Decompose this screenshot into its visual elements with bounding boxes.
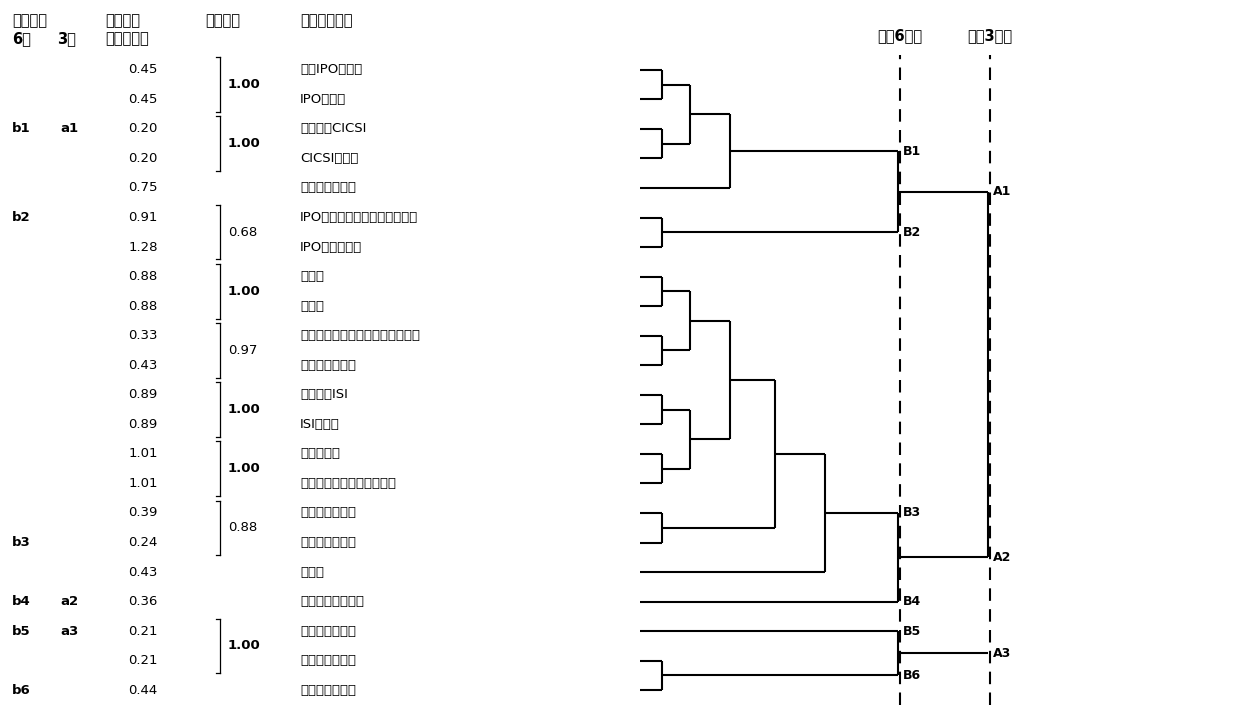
Text: 0.43: 0.43 xyxy=(128,565,157,578)
Text: b5: b5 xyxy=(12,625,31,638)
Text: 相关系数: 相关系数 xyxy=(205,13,241,28)
Text: 0.89: 0.89 xyxy=(129,388,157,401)
Text: CICSI标准化: CICSI标准化 xyxy=(300,152,358,165)
Text: 6类: 6类 xyxy=(12,31,31,46)
Text: a3: a3 xyxy=(60,625,78,638)
Text: 1.00: 1.00 xyxy=(228,403,260,416)
Text: 代理指标名称: 代理指标名称 xyxy=(300,13,352,28)
Text: IPO首日收益率: IPO首日收益率 xyxy=(300,241,362,254)
Text: B2: B2 xyxy=(903,226,921,239)
Text: b3: b3 xyxy=(12,536,31,549)
Text: 1.00: 1.00 xyxy=(228,639,260,652)
Text: 分成3大类: 分成3大类 xyxy=(967,28,1013,43)
Text: 分成6大类: 分成6大类 xyxy=(878,28,923,43)
Text: 0.43: 0.43 xyxy=(128,359,157,372)
Text: 3类: 3类 xyxy=(57,31,76,46)
Text: 居民消费价格指数: 居民消费价格指数 xyxy=(300,595,365,608)
Text: b4: b4 xyxy=(12,595,31,608)
Text: 0.88: 0.88 xyxy=(228,521,257,534)
Text: 1.00: 1.00 xyxy=(228,137,260,150)
Text: 1.00: 1.00 xyxy=(228,285,260,298)
Text: 0.88: 0.88 xyxy=(129,270,157,283)
Text: B4: B4 xyxy=(903,595,921,608)
Text: 0.24: 0.24 xyxy=(128,536,157,549)
Text: 上证综指收益率: 上证综指收益率 xyxy=(300,684,356,697)
Text: ISI标准化: ISI标准化 xyxy=(300,418,340,431)
Text: 上月开户数对数: 上月开户数对数 xyxy=(300,536,356,549)
Text: 0.21: 0.21 xyxy=(128,625,157,638)
Text: 1.00: 1.00 xyxy=(228,78,260,91)
Text: 选择结果: 选择结果 xyxy=(12,13,47,28)
Text: B5: B5 xyxy=(903,625,921,638)
Text: 投资指数ISI: 投资指数ISI xyxy=(300,388,348,401)
Text: 成交量: 成交量 xyxy=(300,299,324,312)
Text: 0.88: 0.88 xyxy=(129,299,157,312)
Text: a2: a2 xyxy=(60,595,78,608)
Text: 0.20: 0.20 xyxy=(128,152,157,165)
Text: 1.00: 1.00 xyxy=(228,462,260,475)
Text: b6: b6 xyxy=(12,684,31,697)
Text: a1: a1 xyxy=(60,122,78,135)
Text: 0.97: 0.97 xyxy=(228,344,258,357)
Text: 投资指数CICSI: 投资指数CICSI xyxy=(300,122,366,135)
Text: 1.28: 1.28 xyxy=(128,241,157,254)
Text: 新增开户数: 新增开户数 xyxy=(300,448,340,461)
Text: 封闭基金折价率: 封闭基金折价率 xyxy=(300,181,356,194)
Text: 0.36: 0.36 xyxy=(128,595,157,608)
Text: 1.01: 1.01 xyxy=(128,477,157,490)
Text: 0.75: 0.75 xyxy=(128,181,157,194)
Text: 0.39: 0.39 xyxy=(128,506,157,519)
Text: b2: b2 xyxy=(12,211,31,224)
Text: 0.91: 0.91 xyxy=(128,211,157,224)
Text: 信息熵与: 信息熵与 xyxy=(105,13,140,28)
Text: 0.20: 0.20 xyxy=(128,122,157,135)
Text: 0.44: 0.44 xyxy=(129,684,157,697)
Text: 0.45: 0.45 xyxy=(128,93,157,106)
Text: 换手率一阶差分: 换手率一阶差分 xyxy=(300,625,356,638)
Text: b1: b1 xyxy=(12,122,31,135)
Text: 0.89: 0.89 xyxy=(129,418,157,431)
Text: A3: A3 xyxy=(993,647,1012,660)
Text: 上证综指收盘价: 上证综指收盘价 xyxy=(300,506,356,519)
Text: 0.45: 0.45 xyxy=(128,64,157,76)
Text: A2: A2 xyxy=(993,551,1012,564)
Text: B6: B6 xyxy=(903,669,921,682)
Text: 0.68: 0.68 xyxy=(228,226,257,239)
Text: IPO流通股数加权的平均收益率: IPO流通股数加权的平均收益率 xyxy=(300,211,418,224)
Text: A1: A1 xyxy=(993,185,1012,198)
Text: 0.21: 0.21 xyxy=(128,654,157,667)
Text: 当月新增开户数目的三分位: 当月新增开户数目的三分位 xyxy=(300,477,396,490)
Text: 心理线: 心理线 xyxy=(300,565,324,578)
Text: 换手率: 换手率 xyxy=(300,270,324,283)
Text: 1.01: 1.01 xyxy=(128,448,157,461)
Text: B1: B1 xyxy=(903,145,921,158)
Text: 当月IPO的个数: 当月IPO的个数 xyxy=(300,64,362,76)
Text: 上月市场换手率: 上月市场换手率 xyxy=(300,359,356,372)
Text: IPO数均值: IPO数均值 xyxy=(300,93,346,106)
Text: 成交量一阶差分: 成交量一阶差分 xyxy=(300,654,356,667)
Text: 月交易金额与月流通市值的均值比: 月交易金额与月流通市值的均值比 xyxy=(300,329,420,342)
Text: 0.33: 0.33 xyxy=(128,329,157,342)
Text: 最大熵之差: 最大熵之差 xyxy=(105,31,149,46)
Text: B3: B3 xyxy=(903,506,921,519)
